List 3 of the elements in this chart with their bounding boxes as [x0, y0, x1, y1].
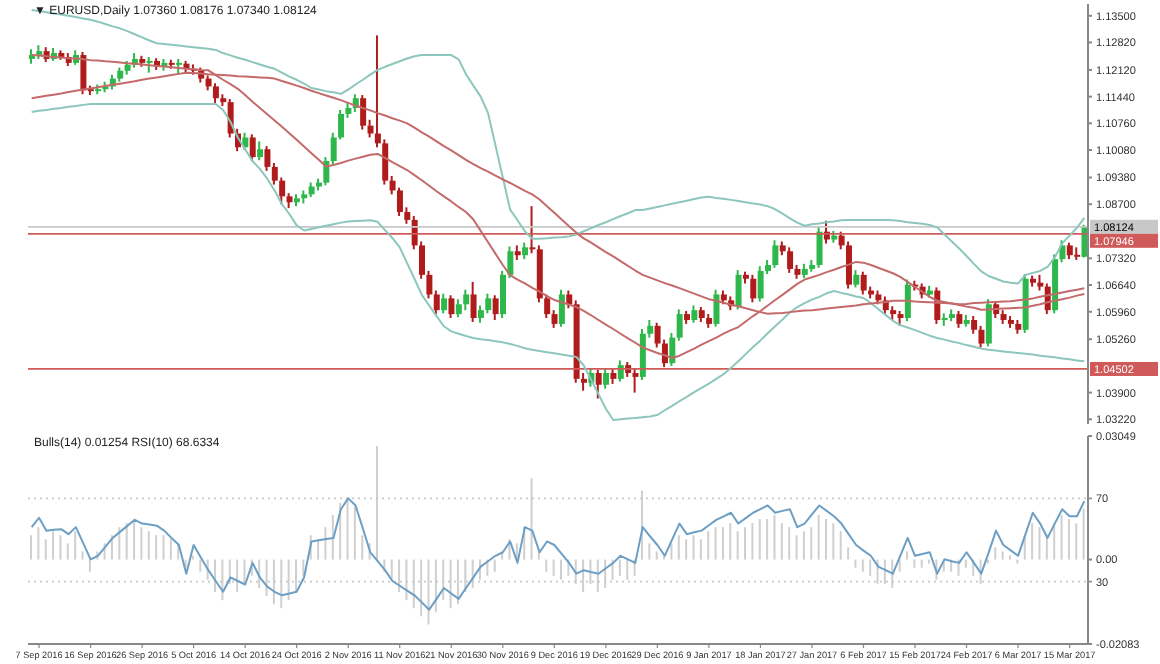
line-series [30, 8, 1086, 285]
line-series [30, 497, 1086, 611]
line-series [30, 103, 1086, 422]
